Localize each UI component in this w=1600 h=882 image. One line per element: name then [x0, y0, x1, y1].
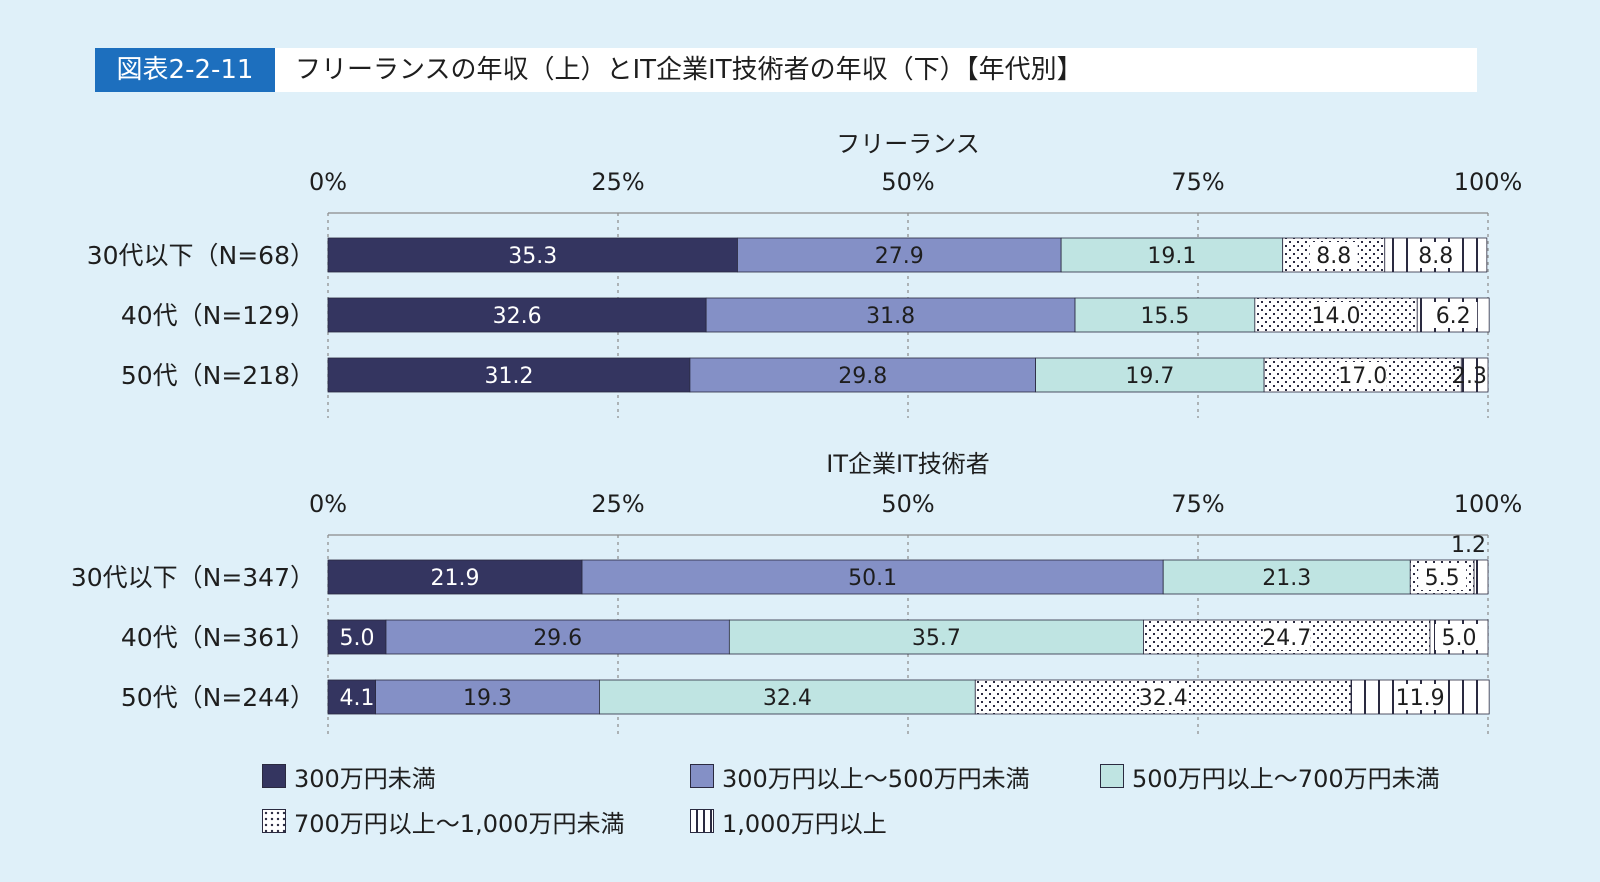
legend-label: 300万円未満 — [294, 764, 436, 793]
legend-swatch — [262, 764, 286, 788]
data-label-backing — [1411, 242, 1460, 268]
legend-swatch — [262, 809, 286, 833]
bar-segment-from-500-to-700 — [1060, 237, 1284, 273]
data-label: 8.8 — [1418, 244, 1453, 269]
data-label: 5.5 — [1425, 566, 1460, 591]
data-label: 6.2 — [1436, 304, 1471, 329]
data-label: 1.2 — [1451, 533, 1486, 558]
bar-segment-from-300-to-500 — [737, 237, 1062, 273]
data-label: 32.4 — [763, 686, 812, 711]
data-label: 31.8 — [866, 304, 915, 329]
data-label: 11.9 — [1396, 686, 1445, 711]
legend-swatch — [690, 809, 714, 833]
bar-segment-from-300-to-500 — [705, 297, 1076, 333]
legend-label: 1,000万円以上 — [722, 809, 887, 838]
legend-item: 300万円未満 — [262, 760, 436, 793]
data-label: 17.0 — [1338, 364, 1387, 389]
data-label-backing — [1338, 362, 1387, 388]
data-label: 27.9 — [875, 244, 924, 269]
figure-header: 図表2-2-11 フリーランスの年収（上）とIT企業IT技術者の年収（下）【年代… — [95, 48, 1477, 92]
x-tick-label: 25% — [591, 168, 644, 196]
legend-item: 1,000万円以上 — [690, 805, 887, 838]
chart-1: フリーランス 0% 25% 50% 75% 100% 30代以下（N=68） 35.3 27.9… — [87, 130, 1523, 418]
x-tick-label: 25% — [591, 490, 644, 518]
data-label: 15.5 — [1140, 304, 1189, 329]
figure-number-tag: 図表2-2-11 — [95, 48, 275, 92]
data-label-backing — [1435, 624, 1483, 650]
category-label: 40代（N=129） — [121, 301, 315, 330]
data-label: 8.8 — [1316, 244, 1351, 269]
legend-item: 500万円以上～700万円未満 — [1100, 760, 1440, 793]
data-label: 19.3 — [463, 686, 512, 711]
bar-segment-from-500-to-700 — [728, 619, 1144, 655]
category-label: 40代（N=361） — [121, 623, 315, 652]
bar-segment-from-300-to-500 — [581, 559, 1164, 595]
data-label: 29.6 — [533, 626, 582, 651]
x-tick-label: 50% — [881, 490, 934, 518]
figure-title: フリーランスの年収（上）とIT企業IT技術者の年収（下）【年代別】 — [295, 55, 1083, 85]
data-label: 5.0 — [1442, 626, 1477, 651]
chart-title: フリーランス — [836, 130, 980, 158]
category-label: 30代以下（N=347） — [71, 563, 315, 592]
legend-label: 700万円以上～1,000万円未満 — [294, 809, 625, 838]
data-label: 35.7 — [912, 626, 961, 651]
bar-segment-under-300 — [327, 559, 583, 595]
legend-item: 300万円以上～500万円未満 — [690, 760, 1030, 793]
bar-segment-under-300 — [327, 357, 691, 393]
x-tick-label: 0% — [309, 490, 347, 518]
data-label: 5.0 — [340, 626, 375, 651]
category-label: 50代（N=244） — [121, 683, 315, 712]
data-label: 2.3 — [1452, 364, 1487, 389]
data-label: 50.1 — [848, 566, 897, 591]
x-tick-label: 50% — [881, 168, 934, 196]
legend-item: 700万円以上～1,000万円未満 — [262, 805, 625, 838]
bar-segment-from-300-to-500 — [689, 357, 1036, 393]
x-tick-label: 100% — [1454, 168, 1523, 196]
bar-segment-from-500-to-700 — [599, 679, 976, 715]
x-tick-label: 0% — [309, 168, 347, 196]
bar-segment-over-1000 — [1473, 559, 1489, 595]
data-label: 4.1 — [340, 686, 375, 711]
legend-swatch — [1100, 764, 1124, 788]
category-label: 30代以下（N=68） — [87, 241, 315, 270]
chart-2: IT企業IT技術者 0% 25% 50% 75% 100% 30代以下（N=347） 21.9… — [71, 450, 1523, 738]
data-label: 31.2 — [484, 364, 533, 389]
chart-title: IT企業IT技術者 — [826, 450, 989, 478]
bar-segment-from-300-to-500 — [385, 619, 730, 655]
data-label: 19.7 — [1125, 364, 1174, 389]
legend-label: 500万円以上～700万円未満 — [1132, 764, 1440, 793]
category-label: 50代（N=218） — [121, 361, 315, 390]
x-tick-label: 100% — [1454, 490, 1523, 518]
legend-label: 300万円以上～500万円未満 — [722, 764, 1030, 793]
data-label-backing — [1396, 684, 1445, 710]
data-label: 29.8 — [838, 364, 887, 389]
x-tick-label: 75% — [1171, 490, 1224, 518]
x-tick-label: 75% — [1171, 168, 1224, 196]
data-label-backing — [1312, 302, 1361, 328]
data-label-backing — [1418, 564, 1467, 590]
data-label-backing — [1262, 624, 1311, 650]
data-label-backing — [1429, 302, 1478, 328]
data-label: 35.3 — [508, 244, 557, 269]
legend-swatch — [690, 764, 714, 788]
data-label-backing — [1309, 242, 1358, 268]
bar-segment-under-300 — [327, 679, 376, 715]
data-label: 14.0 — [1312, 304, 1361, 329]
data-label: 21.9 — [431, 566, 480, 591]
bar-segment-over-1000 — [1460, 357, 1489, 393]
data-label: 19.1 — [1147, 244, 1196, 269]
data-label: 24.7 — [1262, 626, 1311, 651]
data-label: 32.6 — [493, 304, 542, 329]
data-label: 21.3 — [1262, 566, 1311, 591]
bar-segment-from-500-to-700 — [1074, 297, 1256, 333]
bar-segment-from-300-to-500 — [375, 679, 600, 715]
data-label: 32.4 — [1139, 686, 1188, 711]
data-label-backing — [1139, 684, 1188, 710]
bar-segment-from-500-to-700 — [1035, 357, 1265, 393]
bar-segment-under-300 — [327, 619, 387, 655]
